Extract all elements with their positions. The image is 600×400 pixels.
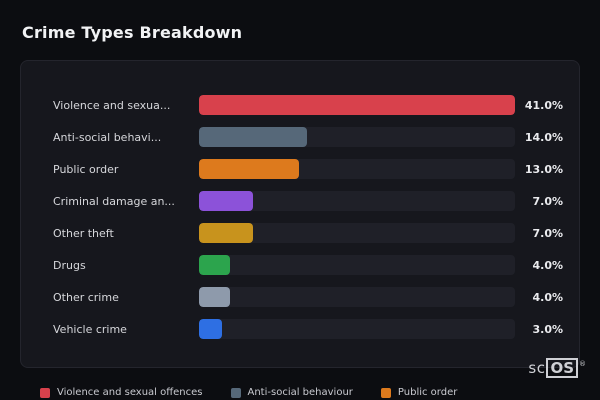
category-label: Drugs [53,258,86,272]
chart-row: Other crime 4.0% [21,281,579,313]
bar-track [199,319,515,339]
legend-swatch [230,387,241,398]
registered-mark: ® [579,359,586,368]
chart-row: Anti-social behavi... 14.0% [21,121,579,153]
bar[interactable] [199,319,223,339]
chart-card: Violence and sexua... 41.0% Anti-social be… [20,60,580,368]
category-label: Other crime [53,290,119,304]
legend: Violence and sexual offences Anti-social … [40,387,457,398]
legend-item[interactable]: Violence and sexual offences [40,387,203,398]
value-label: 4.0% [532,290,563,304]
value-label: 14.0% [524,130,563,144]
bar[interactable] [199,191,253,211]
chart-row: Public order 13.0% [21,153,579,185]
bar-track [199,223,515,243]
logo-boxed: OS [546,357,578,378]
bar-track [199,287,515,307]
chart-row: Criminal damage an... 7.0% [21,185,579,217]
bar[interactable] [199,159,300,179]
chart-row: Violence and sexua... 41.0% [21,89,579,121]
category-label: Vehicle crime [53,322,127,336]
bar-track [199,191,515,211]
bar-track [199,255,515,275]
chart-row: Drugs 4.0% [21,249,579,281]
legend-swatch [380,387,391,398]
value-label: 4.0% [532,258,563,272]
legend-label: Public order [397,387,458,398]
category-label: Violence and sexua... [53,98,171,112]
logo-prefix: sc [528,358,546,377]
bar[interactable] [199,95,515,115]
value-label: 7.0% [532,226,563,240]
bar-track [199,127,515,147]
bar[interactable] [199,127,307,147]
chart-row: Other theft 7.0% [21,217,579,249]
legend-swatch [40,387,50,398]
category-label: Other theft [53,226,114,240]
chart-row: Vehicle crime 3.0% [21,313,579,345]
scos-logo: sc OS ® [528,357,586,378]
page-title: Crime Types Breakdown [22,23,243,42]
bar-rows: Violence and sexua... 41.0% Anti-social be… [21,89,579,345]
legend-label: Violence and sexual offences [57,387,203,398]
category-label: Anti-social behavi... [53,130,162,144]
category-label: Criminal damage an... [53,194,175,208]
legend-item[interactable]: Public order [380,387,458,398]
bar[interactable] [199,223,253,243]
category-label: Public order [53,162,119,176]
value-label: 3.0% [532,322,563,336]
bar-track [199,95,515,115]
legend-item[interactable]: Anti-social behaviour [230,387,353,398]
value-label: 7.0% [532,194,563,208]
bar[interactable] [199,287,230,307]
value-label: 41.0% [524,98,563,112]
legend-label: Anti-social behaviour [247,387,353,398]
bar-track [199,159,515,179]
bar[interactable] [199,255,230,275]
value-label: 13.0% [524,162,563,176]
